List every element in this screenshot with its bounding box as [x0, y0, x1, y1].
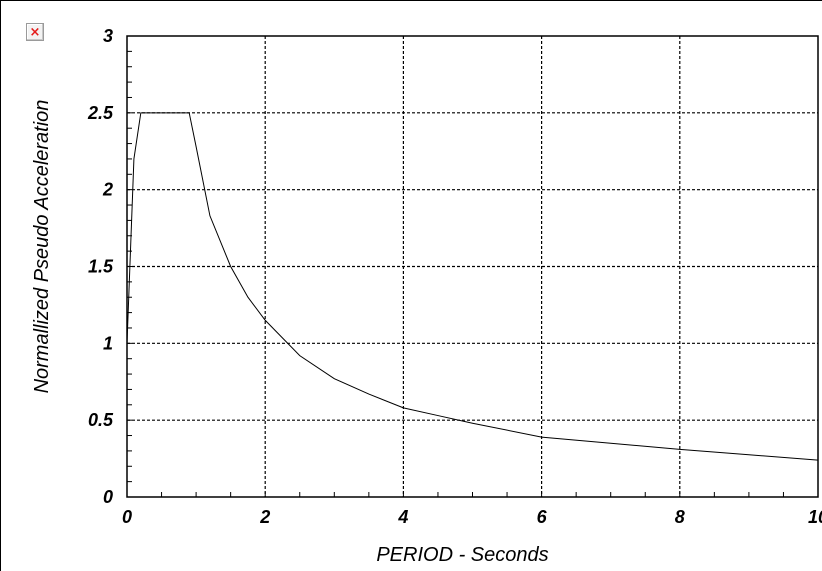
y-tick-label: 1.5 — [88, 257, 114, 277]
x-tick-label: 2 — [259, 507, 270, 527]
y-tick-label: 0.5 — [88, 410, 114, 430]
x-tick-label: 4 — [397, 507, 408, 527]
x-tick-label: 10 — [808, 507, 822, 527]
y-tick-label: 1 — [103, 333, 113, 353]
x-tick-label: 6 — [537, 507, 548, 527]
y-tick-label: 2.5 — [87, 103, 114, 123]
x-axis-title: PERIOD - Seconds — [376, 544, 548, 566]
y-tick-label: 3 — [103, 26, 113, 46]
x-tick-label: 0 — [122, 507, 132, 527]
series-line — [126, 112, 819, 461]
y-tick-label: 2 — [102, 180, 113, 200]
y-tick-label: 0 — [103, 487, 113, 507]
broken-image-icon: × — [26, 23, 44, 41]
y-axis-title: Normallized Pseudo Acceleration — [31, 100, 53, 394]
plot-area-border — [126, 35, 819, 498]
x-tick-label: 8 — [675, 507, 685, 527]
